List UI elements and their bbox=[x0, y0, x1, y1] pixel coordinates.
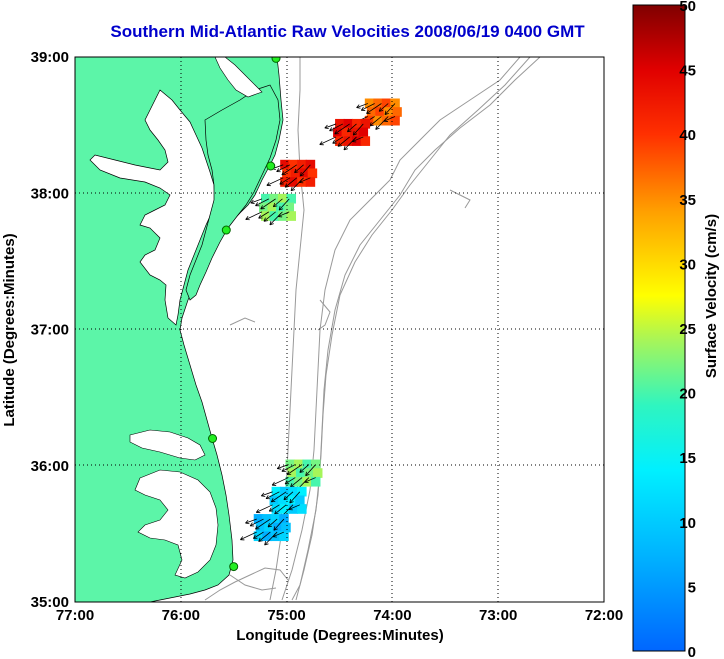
y-axis-label: Latitude (Degrees:Minutes) bbox=[1, 233, 18, 426]
station-3 bbox=[221, 225, 231, 235]
x-axis-label: Longitude (Degrees:Minutes) bbox=[236, 627, 444, 644]
radar-stations bbox=[208, 57, 281, 572]
delaware-patch-2 bbox=[319, 118, 371, 151]
y-tick-labels: 39:00 38:00 37:00 36:00 35:00 bbox=[31, 49, 69, 611]
y-tick-label: 35:00 bbox=[31, 594, 69, 611]
delaware-bay bbox=[214, 57, 263, 98]
x-tick-labels: 77:00 76:00 75:00 74:00 73:00 72:00 bbox=[56, 607, 623, 624]
outer-banks bbox=[204, 439, 231, 565]
station-1 bbox=[271, 57, 281, 63]
colorbar-tick-label: 0 bbox=[688, 644, 696, 659]
y-tick-label: 38:00 bbox=[31, 185, 69, 202]
colorbar bbox=[632, 4, 686, 652]
colorbar-label: Surface Velocity (cm/s) bbox=[703, 214, 720, 378]
x-tick-label: 75:00 bbox=[267, 607, 305, 624]
virginia-patch bbox=[245, 193, 297, 226]
colorbar-tick-label: 5 bbox=[688, 579, 696, 596]
y-tick-label: 36:00 bbox=[31, 458, 69, 475]
colorbar-tick-label: 45 bbox=[679, 63, 696, 80]
hatteras-south-patch bbox=[240, 514, 291, 546]
colorbar-tick-label: 25 bbox=[679, 321, 696, 338]
station-5 bbox=[229, 562, 239, 572]
x-tick-label: 73:00 bbox=[479, 607, 517, 624]
y-tick-label: 37:00 bbox=[31, 322, 69, 339]
plot-frame bbox=[74, 56, 605, 603]
station-4 bbox=[208, 434, 218, 443]
colorbar-tick-label: 40 bbox=[679, 127, 696, 144]
x-tick-label: 77:00 bbox=[56, 607, 94, 624]
gridlines bbox=[75, 57, 604, 602]
colorbar-tick-label: 15 bbox=[679, 450, 696, 467]
delmarva-peninsula bbox=[185, 84, 281, 301]
colorbar-tick-label: 20 bbox=[679, 386, 696, 403]
colorbar-tick-label: 30 bbox=[679, 256, 696, 273]
colorbar-tick-label: 35 bbox=[679, 192, 696, 209]
y-tick-label: 39:00 bbox=[31, 49, 69, 66]
colorbar-tick-label: 10 bbox=[679, 515, 696, 532]
x-tick-label: 76:00 bbox=[162, 607, 200, 624]
map-title: Southern Mid-Atlantic Raw Velocities 200… bbox=[110, 22, 585, 41]
hatteras-patch bbox=[255, 486, 307, 519]
velocity-patches bbox=[240, 98, 402, 546]
x-tick-label: 72:00 bbox=[585, 607, 623, 624]
x-tick-label: 74:00 bbox=[373, 607, 411, 624]
albemarle-sound bbox=[129, 429, 206, 461]
colorbar-tick-label: 50 bbox=[679, 0, 696, 15]
colorbar-tick-labels: 0 5 10 15 20 25 30 35 40 45 50 bbox=[679, 0, 696, 659]
hatteras-north-patch bbox=[271, 459, 323, 491]
station-2 bbox=[266, 161, 276, 171]
pamlico-sound bbox=[134, 469, 219, 579]
